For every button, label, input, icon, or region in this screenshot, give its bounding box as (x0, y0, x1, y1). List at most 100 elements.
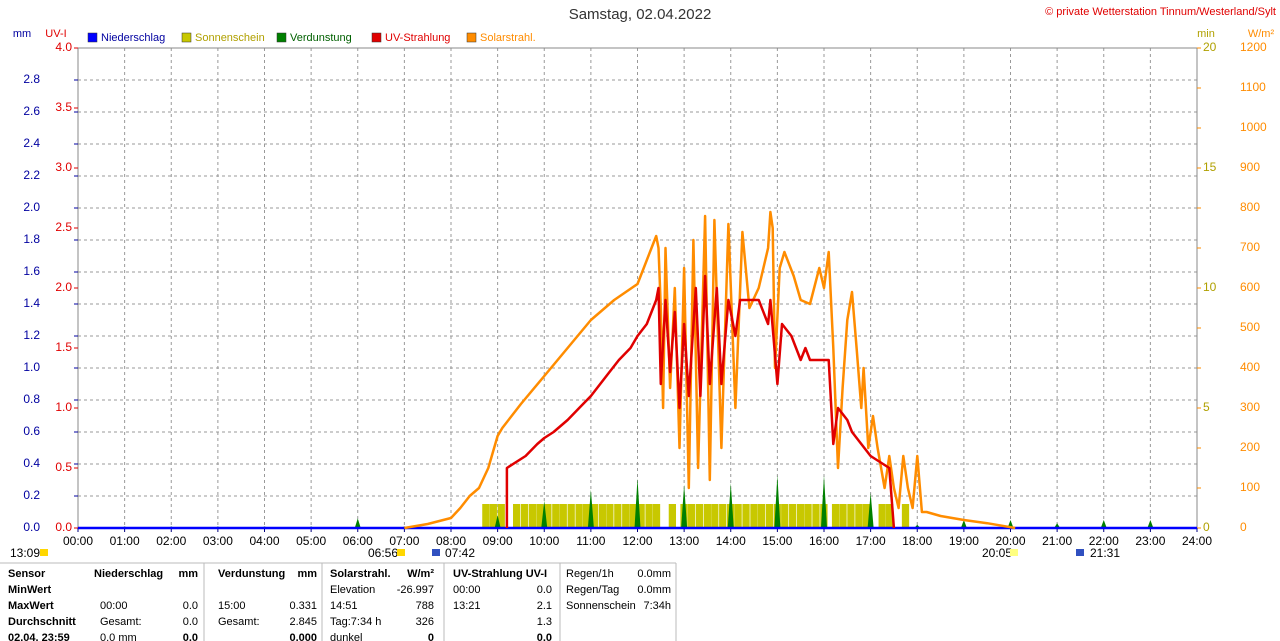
sunshine-bar (645, 504, 653, 528)
evaporation-spike (821, 475, 827, 528)
y4-tick-label: 500 (1240, 320, 1260, 334)
x-tick-label: 05:00 (296, 534, 326, 548)
y-tick-label: 0.4 (23, 456, 40, 470)
sun-icon (397, 549, 405, 556)
evaporation-spike (727, 483, 734, 528)
sunshine-bar (552, 504, 560, 528)
sunshine-bar (513, 504, 521, 528)
sun-time: 06:56 (368, 546, 398, 560)
sunshine-bar (536, 504, 544, 528)
table-cell: 0.331 (289, 600, 317, 612)
y4-tick-label: 200 (1240, 440, 1260, 454)
table-cell: 00:00 (100, 600, 128, 612)
y-tick-label: 0.8 (23, 392, 40, 406)
sunshine-bar (622, 504, 630, 528)
sunshine-bar (742, 504, 750, 528)
x-tick-label: 11:00 (576, 534, 605, 548)
legend-swatch (181, 32, 192, 43)
sunshine-bar (734, 504, 742, 528)
x-tick-label: 06:00 (343, 534, 373, 548)
table-cell: 788 (416, 600, 434, 612)
sunshine-bar (757, 504, 766, 528)
legend-swatch (466, 32, 477, 43)
x-tick-label: 04:00 (249, 534, 279, 548)
evaporation-spike (354, 518, 361, 528)
series-line (404, 210, 1016, 530)
sunshine-bar (687, 504, 696, 528)
y2-axis-unit: UV-I (45, 28, 66, 40)
table-cell: Gesamt: (218, 616, 260, 628)
x-tick-label: 21:00 (1042, 534, 1072, 548)
y3-tick-label: 20 (1203, 40, 1217, 54)
y2-tick-label: 4.0 (55, 40, 72, 54)
table-cell: 0.0 (183, 600, 198, 612)
table-cell: Tag:7:34 h (330, 616, 381, 628)
y-tick-label: 0.0 (23, 520, 40, 534)
x-tick-label: 09:00 (483, 534, 513, 548)
y3-tick-label: 10 (1203, 280, 1217, 294)
table-cell: 0.0mm (637, 568, 671, 580)
y4-tick-label: 300 (1240, 400, 1260, 414)
y2-tick-label: 3.0 (55, 160, 72, 174)
x-tick-label: 00:00 (63, 534, 93, 548)
table-cell: 02.04. 23:59 (8, 632, 70, 641)
table-cell: Gesamt: (100, 616, 142, 628)
y2-tick-label: 3.5 (55, 100, 72, 114)
x-tick-label: 20:00 (995, 534, 1025, 548)
table-cell: MaxWert (8, 600, 54, 612)
y-tick-label: 1.8 (23, 232, 40, 246)
evaporation-spike (867, 492, 874, 528)
sunshine-bar (614, 504, 622, 528)
x-tick-label: 07:00 (389, 534, 419, 548)
y3-tick-label: 5 (1203, 400, 1210, 414)
table-cell: Durchschnitt (8, 616, 76, 628)
y3-axis-unit: min (1197, 28, 1215, 40)
table-cell: Sonnenschein (566, 600, 636, 612)
sun-time: 13:09 (10, 546, 40, 560)
sun-time: 21:31 (1090, 546, 1120, 560)
y2-tick-label: 0.5 (55, 460, 72, 474)
x-tick-label: 10:00 (529, 534, 559, 548)
evaporation-spike (1100, 520, 1107, 528)
y-tick-label: 2.4 (23, 136, 40, 150)
table-cell: 0.0 (183, 632, 198, 641)
sunshine-bar (598, 504, 607, 528)
sun-icon (1010, 549, 1018, 556)
evaporation-spike (494, 515, 501, 528)
sun-icon (1076, 549, 1084, 556)
y-tick-label: 1.2 (23, 328, 40, 342)
sunshine-bar (652, 504, 661, 528)
legend-label: UV-Strahlung (385, 32, 450, 44)
sunshine-bar (765, 504, 773, 528)
sunshine-bar (575, 504, 583, 528)
x-tick-label: 23:00 (1135, 534, 1165, 548)
y2-tick-label: 0.0 (55, 520, 72, 534)
table-cell: 2.845 (289, 616, 317, 628)
y4-tick-label: 100 (1240, 480, 1260, 494)
table-cell: mm (178, 568, 198, 580)
table-cell: Verdunstung (218, 568, 285, 580)
legend-swatch (87, 32, 98, 43)
y2-tick-label: 1.0 (55, 400, 72, 414)
sunshine-bar (606, 504, 614, 528)
y-tick-label: 2.2 (23, 168, 40, 182)
y3-tick-label: 15 (1203, 160, 1217, 174)
table-cell: 14:51 (330, 600, 358, 612)
y4-tick-label: 700 (1240, 240, 1260, 254)
evaporation-spike (541, 500, 548, 528)
table-cell: 0.0 (537, 584, 552, 596)
sunshine-bar (862, 504, 870, 528)
table-cell: 7:34h (643, 600, 671, 612)
table-cell: 0 (428, 632, 434, 641)
sunshine-bar (831, 504, 840, 528)
series-line (505, 274, 896, 529)
table-cell: 326 (416, 616, 434, 628)
table-cell: 0.0 mm (100, 632, 137, 641)
y4-axis-unit: W/m² (1248, 28, 1275, 40)
sunshine-bar (489, 504, 497, 528)
table-cell: 1.3 (537, 616, 552, 628)
evaporation-spike (960, 520, 967, 528)
x-tick-label: 15:00 (762, 534, 792, 548)
sun-icon (432, 549, 440, 556)
